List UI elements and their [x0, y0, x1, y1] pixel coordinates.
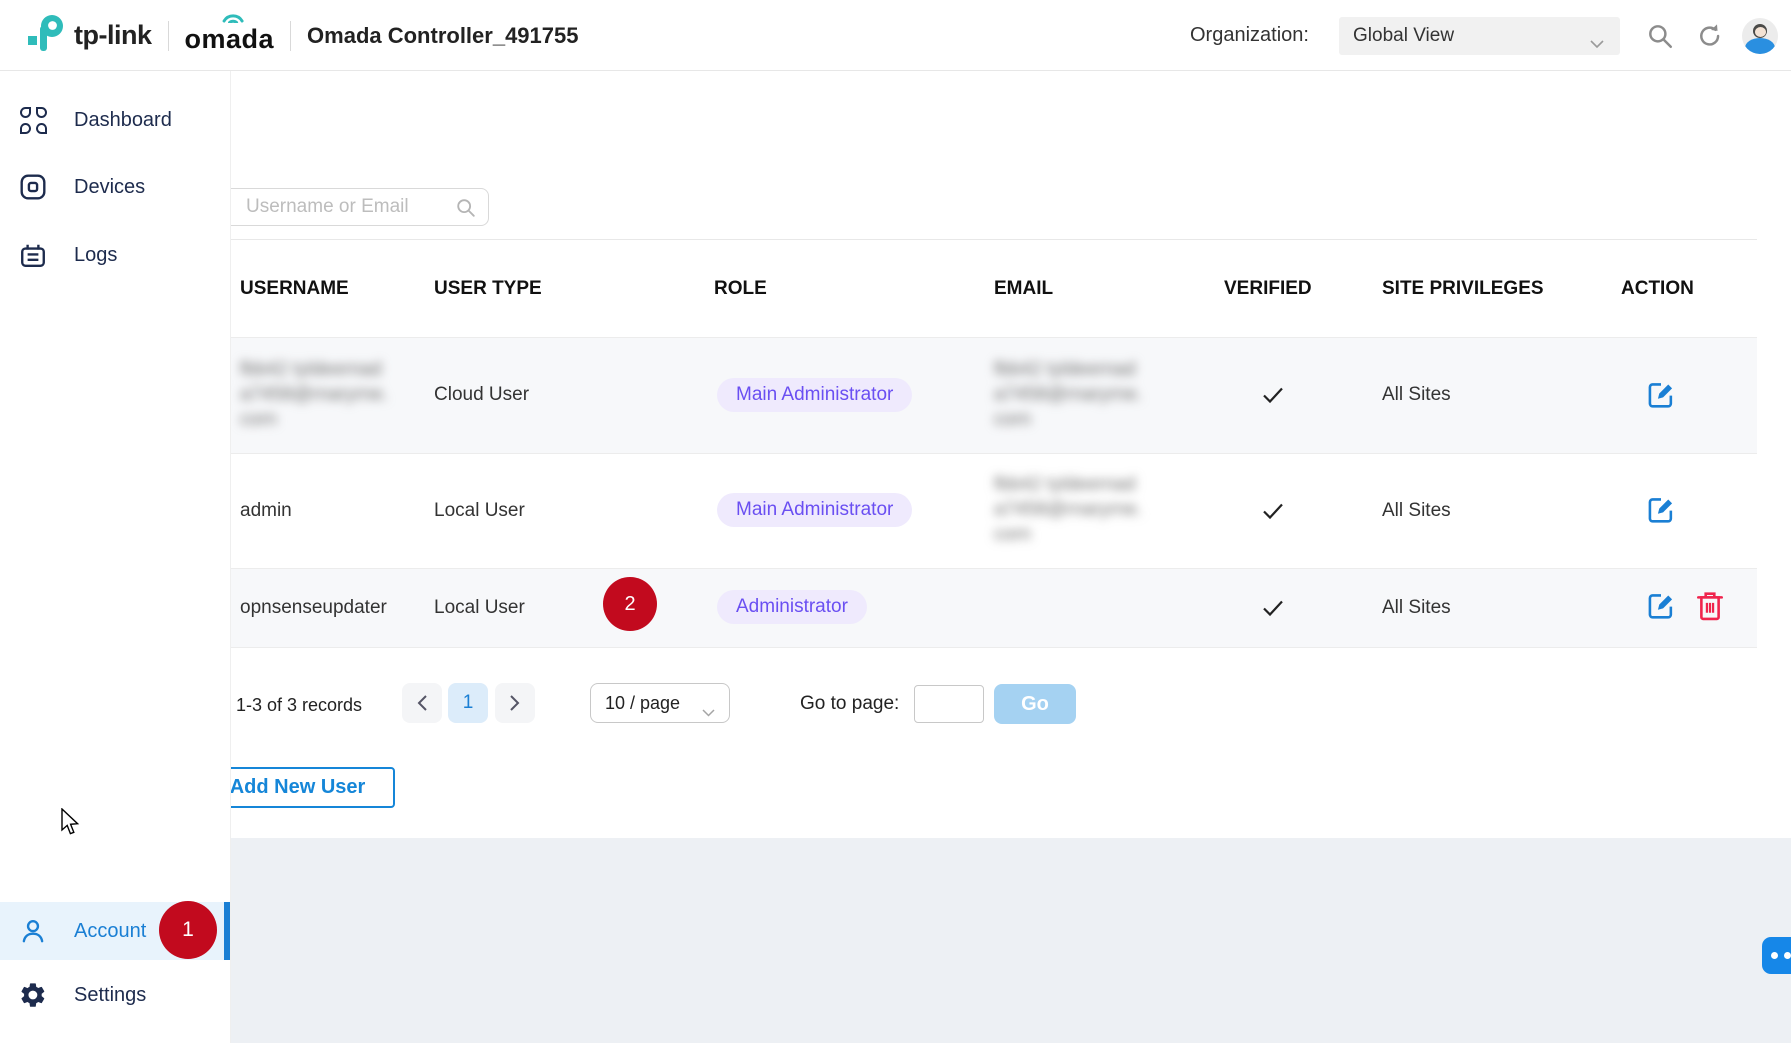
top-header: tp-link omada Omada Controller_491755 Or…: [0, 0, 1791, 71]
sidebar-item-devices[interactable]: Devices: [0, 163, 230, 211]
go-button[interactable]: Go: [994, 684, 1076, 724]
divider: [290, 20, 292, 51]
dashboard-icon: [18, 105, 48, 135]
verified-check-icon: [1262, 337, 1284, 453]
column-header-site-privileges: SITE PRIVILEGES: [1382, 277, 1544, 299]
page-size-dropdown[interactable]: 10 / page: [590, 683, 730, 723]
column-header-user-type: USER TYPE: [434, 277, 542, 299]
search-input-icon[interactable]: [455, 197, 477, 224]
settings-icon: [18, 980, 48, 1010]
edit-icon[interactable]: [1645, 590, 1677, 622]
organization-value: Global View: [1353, 25, 1455, 46]
role-badge: Administrator: [717, 590, 867, 624]
username-cell-redacted: fbb42 tyldeernad a7458@rnaryrne. corn: [240, 359, 389, 430]
edit-icon[interactable]: [1645, 494, 1677, 526]
delete-icon[interactable]: [1695, 590, 1727, 622]
action-cell: [1645, 379, 1677, 411]
column-header-username: USERNAME: [240, 277, 349, 299]
divider: [167, 20, 169, 51]
table-row: [0, 568, 1757, 648]
column-header-role: ROLE: [714, 277, 767, 299]
role-cell: Main Administrator: [717, 378, 913, 412]
username-cell: opnsenseupdater: [240, 597, 387, 618]
sidebar: Dashboard Devices Logs Account: [0, 71, 230, 1043]
email-cell-redacted: fbb42 tyldeernad a7458@rnaryrne. corn: [994, 359, 1143, 430]
search-icon[interactable]: [1643, 19, 1677, 53]
organization-label: Organization:: [1190, 24, 1309, 46]
site-privileges-cell: All Sites: [1382, 597, 1451, 618]
username-cell: admin: [240, 499, 292, 521]
goto-page-label: Go to page:: [800, 693, 900, 714]
tplink-logo-icon: [28, 14, 68, 57]
account-icon: [18, 916, 48, 946]
verified-check-icon: [1262, 568, 1284, 648]
chat-widget-icon[interactable]: [1762, 937, 1791, 974]
sidebar-item-label: Settings: [74, 983, 147, 1006]
organization-dropdown[interactable]: Global View: [1339, 17, 1620, 55]
avatar[interactable]: [1742, 18, 1778, 54]
role-cell: Administrator: [717, 590, 867, 624]
action-cell: [1645, 494, 1677, 526]
sidebar-item-settings[interactable]: Settings: [0, 971, 230, 1019]
user-type-cell: Cloud User: [434, 384, 530, 405]
column-header-action: ACTION: [1621, 277, 1694, 299]
active-item-indicator: [224, 902, 230, 960]
omada-logo: omada: [184, 14, 275, 55]
action-cell: [1645, 590, 1727, 622]
sidebar-item-logs[interactable]: Logs: [0, 231, 230, 279]
goto-page-input[interactable]: [914, 685, 984, 723]
records-summary: 1-3 of 3 records: [236, 694, 363, 715]
logs-icon: [18, 240, 48, 270]
page-title: Omada Controller_491755: [307, 22, 579, 48]
page-number-button[interactable]: 1: [448, 683, 488, 723]
add-new-user-button[interactable]: Add New User: [200, 767, 395, 808]
footer-background: [0, 838, 1791, 1043]
chevron-down-icon: [1590, 33, 1604, 55]
role-badge: Main Administrator: [717, 378, 913, 412]
sidebar-item-label: Devices: [74, 175, 146, 198]
role-badge: Main Administrator: [717, 493, 913, 527]
edit-icon[interactable]: [1645, 379, 1677, 411]
prev-page-button[interactable]: [402, 683, 442, 723]
account-badge: 1: [159, 901, 217, 959]
notification-badge: 2: [603, 577, 657, 631]
role-cell: Main Administrator: [717, 493, 913, 527]
wifi-arcs-icon: [216, 7, 250, 28]
sidebar-item-label: Dashboard: [74, 108, 172, 131]
chevron-down-icon: [702, 701, 715, 722]
user-type-cell: Local User: [434, 597, 525, 618]
devices-icon: [18, 172, 48, 202]
column-header-verified: VERIFIED: [1224, 277, 1312, 299]
verified-check-icon: [1262, 453, 1284, 568]
sidebar-item-label: Account: [74, 919, 147, 942]
next-page-button[interactable]: [495, 683, 535, 723]
sidebar-item-label: Logs: [74, 243, 118, 266]
email-cell-redacted: fbb42 tyldeernad a7458@rnaryrne. corn: [994, 474, 1143, 545]
page-size-value: 10 / page: [605, 692, 681, 713]
user-type-cell: Local User: [434, 499, 525, 521]
tplink-wordmark: tp-link: [74, 20, 152, 50]
section-divider: [0, 239, 1757, 240]
site-privileges-cell: All Sites: [1382, 499, 1451, 521]
column-header-email: EMAIL: [994, 277, 1054, 299]
sidebar-item-dashboard[interactable]: Dashboard: [0, 96, 230, 144]
omada-wordmark: omada: [184, 24, 275, 54]
site-privileges-cell: All Sites: [1382, 384, 1451, 405]
refresh-icon[interactable]: [1693, 19, 1727, 53]
